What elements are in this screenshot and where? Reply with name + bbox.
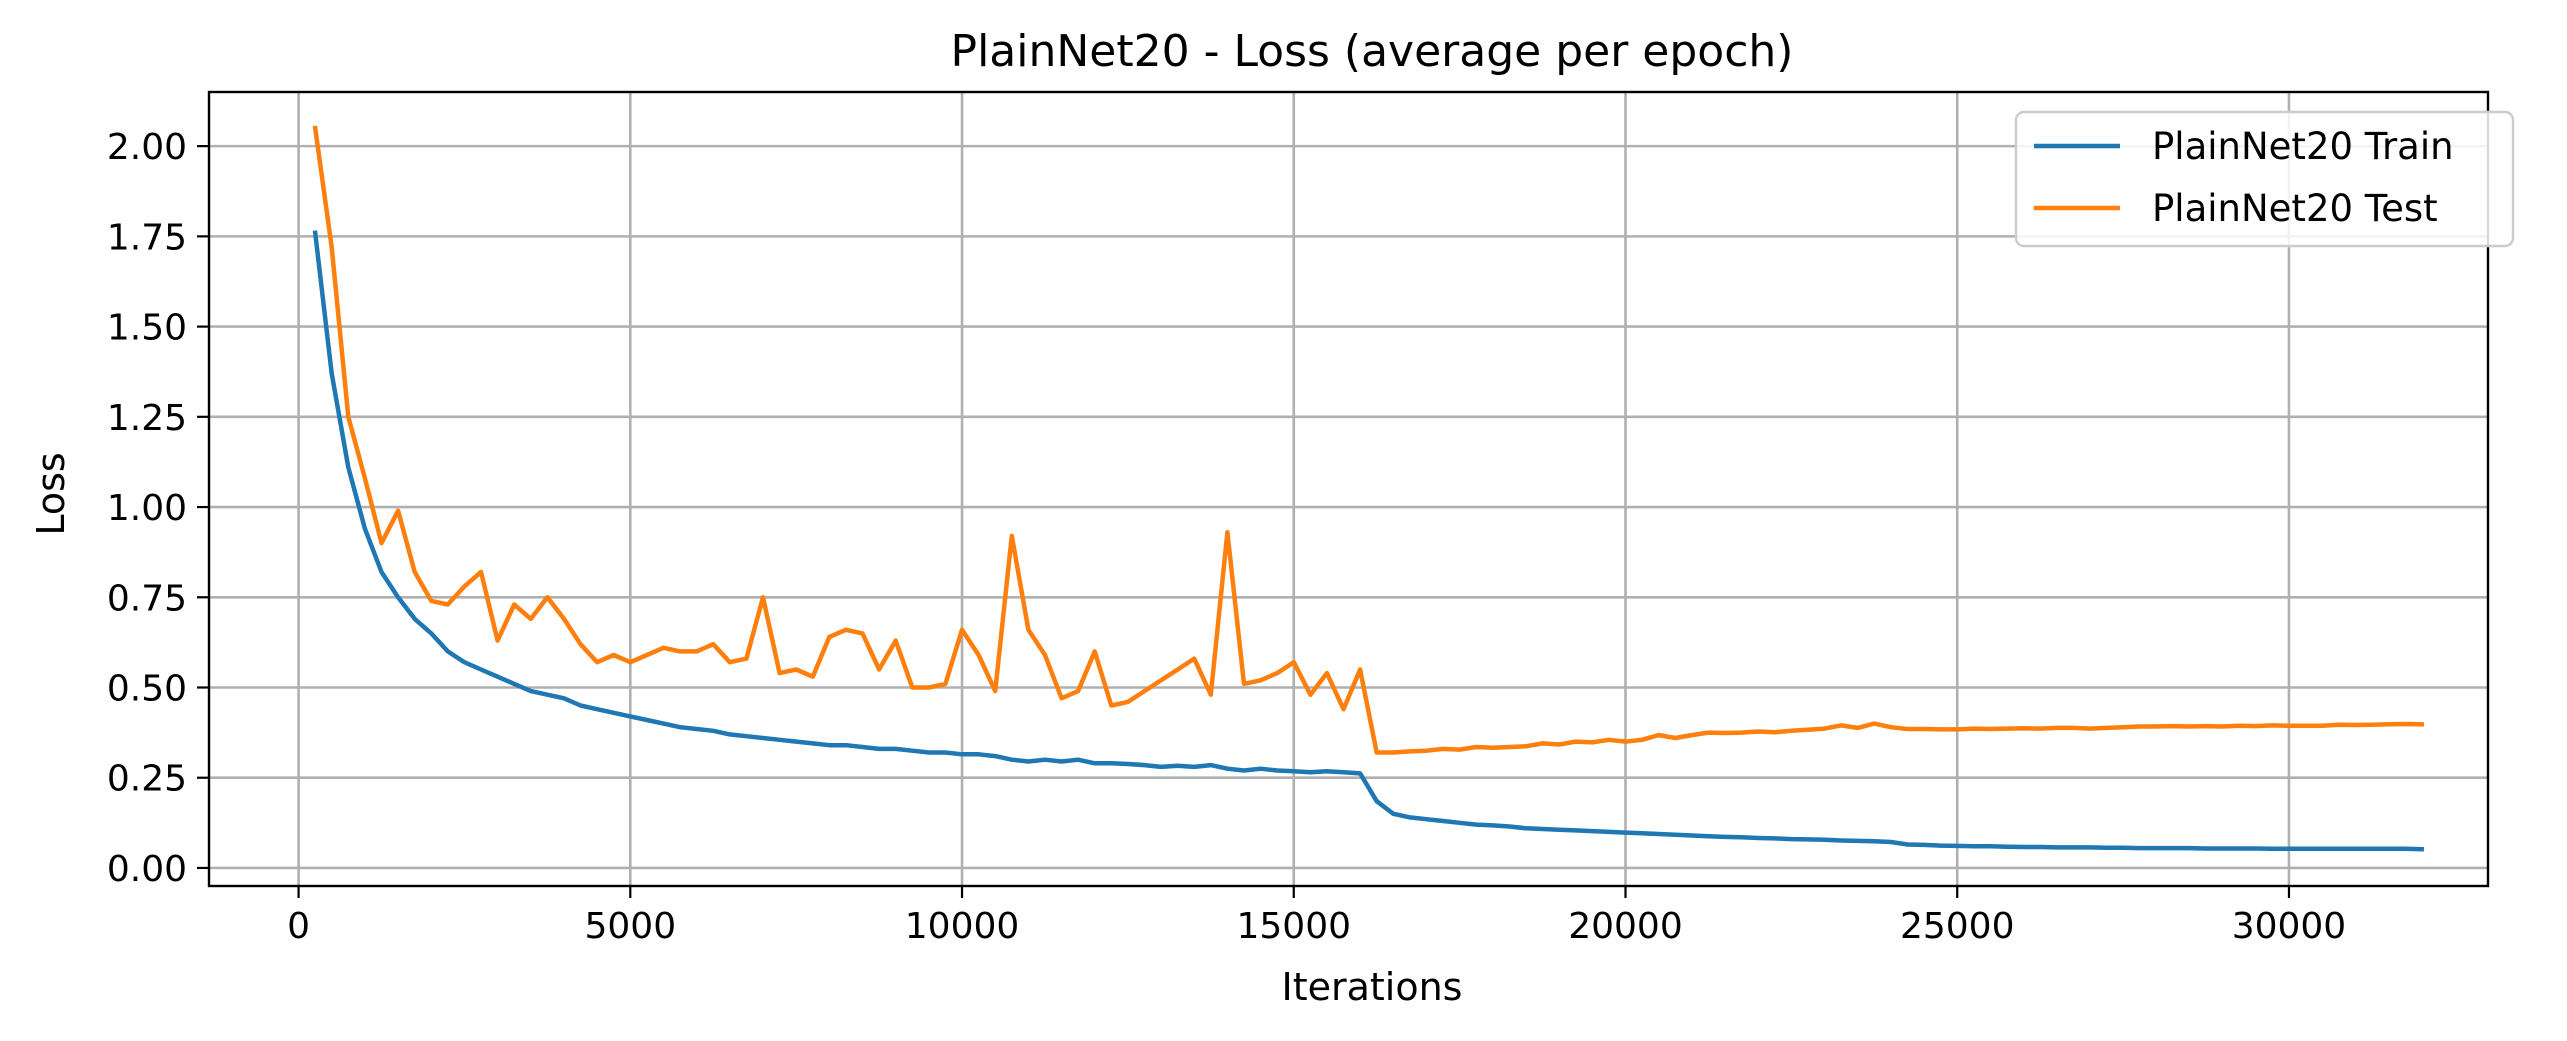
x-tick-label: 25000 xyxy=(1900,906,2015,947)
plot-frame xyxy=(207,90,2490,888)
legend: PlainNet20 Train PlainNet20 Test xyxy=(2014,110,2515,248)
y-tick-label: 1.50 xyxy=(107,308,187,349)
train-loss-line xyxy=(312,230,2425,852)
x-tick-label: 20000 xyxy=(1568,906,1683,947)
x-axis-label: Iterations xyxy=(1282,965,1463,1009)
y-axis-ticks: 0.00 0.25 0.50 0.75 1.00 1.25 1.50 1.75 2.00 xyxy=(107,127,209,890)
y-tick-label: 1.25 xyxy=(107,398,187,439)
y-tick-label: 1.75 xyxy=(107,217,187,258)
y-tick-label: 0.25 xyxy=(107,759,187,800)
y-tick-label: 0.75 xyxy=(107,578,187,619)
y-axis-label: Loss xyxy=(29,452,73,535)
x-tick-label: 5000 xyxy=(584,906,676,947)
x-tick-label: 30000 xyxy=(2232,906,2347,947)
legend-box xyxy=(2014,110,2515,248)
test-loss-line xyxy=(312,125,2424,755)
y-tick-label: 2.00 xyxy=(107,127,187,168)
x-tick-label: 10000 xyxy=(905,906,1020,947)
y-tick-label: 1.00 xyxy=(107,488,187,529)
legend-label-train: PlainNet20 Train xyxy=(2152,125,2454,168)
x-tick-label: 0 xyxy=(287,906,310,947)
legend-label-test: PlainNet20 Test xyxy=(2152,187,2438,230)
y-tick-label: 0.00 xyxy=(107,849,187,890)
series-layer xyxy=(312,125,2425,852)
grid xyxy=(209,92,2488,886)
y-tick-label: 0.50 xyxy=(107,669,187,710)
chart-title: PlainNet20 - Loss (average per epoch) xyxy=(951,26,1794,77)
x-tick-label: 15000 xyxy=(1236,906,1351,947)
x-axis-ticks: 0 5000 10000 15000 20000 25000 30000 xyxy=(287,886,2346,947)
